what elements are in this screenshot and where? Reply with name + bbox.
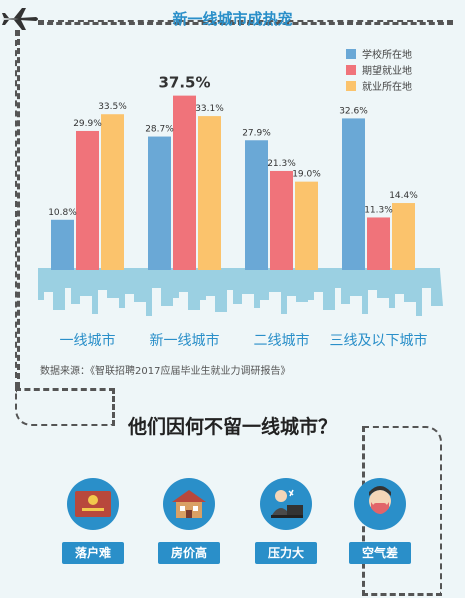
bar-chart: 10.8% 29.9% 33.5% 28.7% 37.5% 33.1% 27.9% 21.3%… bbox=[38, 74, 443, 349]
bar-value-label: 29.9% bbox=[73, 119, 102, 129]
bar-2-3 bbox=[270, 170, 293, 270]
bar-3-3 bbox=[295, 181, 318, 270]
dashed-path-left bbox=[15, 30, 20, 388]
category-label: 二线城市 bbox=[254, 332, 310, 349]
reason-settle: 落户难 bbox=[62, 478, 124, 564]
bar-value-label: 11.3% bbox=[364, 205, 393, 215]
legend-label: 就业所在地 bbox=[362, 82, 412, 93]
bar-3-2 bbox=[198, 116, 221, 271]
reason-label: 空气差 bbox=[349, 542, 411, 564]
reason-label: 压力大 bbox=[255, 542, 317, 564]
bar-3-1 bbox=[101, 114, 124, 270]
legend-swatch bbox=[346, 48, 356, 59]
legend-item-expected: 期望就业地 bbox=[346, 62, 412, 77]
bar-1-1 bbox=[51, 219, 74, 270]
bar-2-4 bbox=[367, 217, 390, 270]
bar-value-label: 19.0% bbox=[292, 170, 321, 180]
bar-1-4 bbox=[342, 118, 365, 270]
legend-swatch bbox=[346, 80, 356, 91]
chart-value-labels: 10.8% 29.9% 33.5% 28.7% 37.5% 33.1% 27.9% 21.3%… bbox=[48, 74, 418, 218]
section-title: 他们因何不留一线城市？ bbox=[127, 416, 337, 438]
legend-swatch bbox=[346, 64, 356, 75]
chart-legend: 学校所在地 期望就业地 就业所在地 bbox=[346, 46, 412, 94]
reason-air: 空气差 bbox=[349, 478, 411, 564]
bar-1-2 bbox=[148, 136, 171, 270]
bar-value-label: 37.5% bbox=[158, 74, 210, 92]
legend-item-employment: 就业所在地 bbox=[346, 78, 412, 93]
bar-value-label: 33.1% bbox=[195, 104, 224, 114]
reason-label: 房价高 bbox=[158, 542, 220, 564]
mask-icon bbox=[354, 478, 406, 530]
chart-bars bbox=[51, 95, 415, 271]
data-source: 数据来源：《智联招聘2017应届毕业生就业力调研报告》 bbox=[40, 366, 291, 377]
bar-value-label: 10.8% bbox=[48, 208, 77, 218]
skyline-silhouette bbox=[38, 270, 443, 316]
bar-value-label: 32.6% bbox=[339, 106, 368, 116]
bar-3-4 bbox=[392, 203, 415, 270]
city-skyline bbox=[38, 268, 443, 316]
bar-value-label: 14.4% bbox=[389, 191, 418, 201]
chart-baseline bbox=[38, 268, 440, 274]
reason-pressure: 压力大 bbox=[255, 478, 317, 564]
bar-value-label: 33.5% bbox=[98, 102, 127, 112]
document-icon bbox=[67, 478, 119, 530]
dashed-path-bottom-left bbox=[15, 388, 115, 426]
stressed-worker-icon bbox=[260, 478, 312, 530]
chart-category-labels: 一线城市 新一线城市 二线城市 三线及以下城市 bbox=[60, 332, 428, 349]
category-label: 新一线城市 bbox=[150, 332, 220, 349]
chart-title: 新一线城市成热宠 bbox=[172, 10, 293, 28]
category-label: 三线及以下城市 bbox=[330, 332, 428, 349]
bar-value-label: 28.7% bbox=[145, 125, 174, 135]
bar-value-label: 21.3% bbox=[267, 159, 296, 169]
dashed-path-top bbox=[38, 20, 453, 25]
reason-housing: 房价高 bbox=[158, 478, 220, 564]
airplane-icon bbox=[2, 8, 38, 30]
bar-value-label: 27.9% bbox=[242, 128, 271, 138]
bar-2-2 bbox=[173, 95, 196, 270]
house-icon bbox=[163, 478, 215, 530]
legend-label: 学校所在地 bbox=[362, 50, 412, 61]
legend-label: 期望就业地 bbox=[362, 66, 412, 77]
bar-2-1 bbox=[76, 130, 99, 270]
bar-1-3 bbox=[245, 140, 268, 270]
reason-label: 落户难 bbox=[62, 542, 124, 564]
legend-item-school: 学校所在地 bbox=[346, 46, 412, 61]
category-label: 一线城市 bbox=[60, 332, 116, 349]
